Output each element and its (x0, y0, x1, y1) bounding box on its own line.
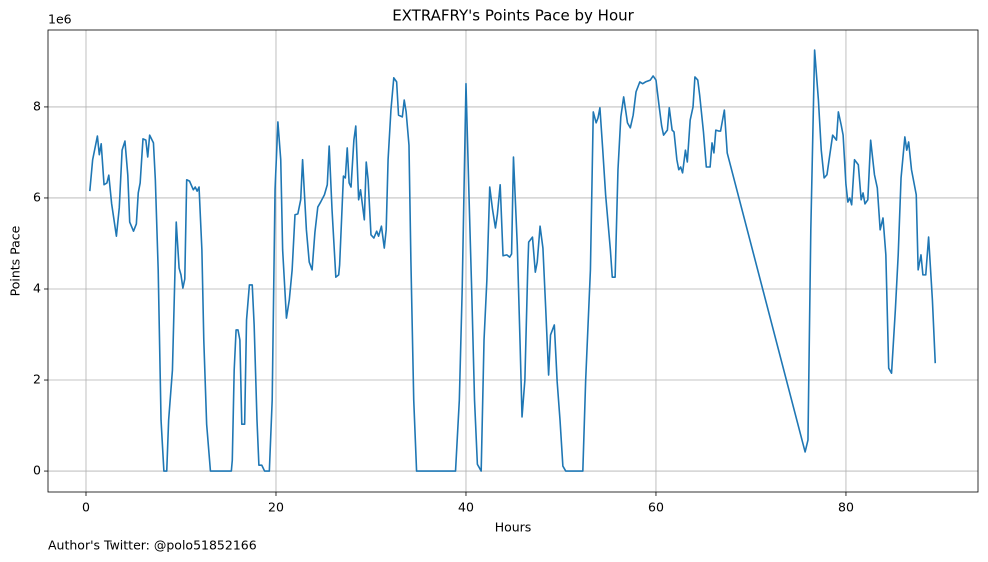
x-axis-label: Hours (495, 520, 532, 535)
x-tick-label: 0 (82, 500, 90, 515)
x-tick-label: 40 (458, 500, 474, 515)
y-tick-label: 0 (33, 463, 41, 478)
x-tick-label: 20 (268, 500, 284, 515)
footnote: Author's Twitter: @polo51852166 (48, 538, 257, 553)
axes-frame (47, 29, 979, 493)
chart-title: EXTRAFRY's Points Pace by Hour (392, 7, 634, 25)
y-axis-label: Points Pace (8, 225, 23, 296)
y-tick-label: 2 (33, 372, 41, 387)
y-offset-label: 1e6 (48, 12, 72, 27)
ticks: 0 20 40 60 80 0 2 4 6 8 (33, 98, 854, 514)
x-tick-label: 60 (648, 500, 664, 515)
plot-area (89, 49, 937, 472)
y-tick-label: 6 (33, 189, 41, 204)
line-series (89, 49, 937, 472)
y-tick-label: 4 (33, 280, 41, 295)
y-tick-label: 8 (33, 98, 41, 113)
grid (48, 30, 978, 492)
x-tick-label: 80 (838, 500, 854, 515)
